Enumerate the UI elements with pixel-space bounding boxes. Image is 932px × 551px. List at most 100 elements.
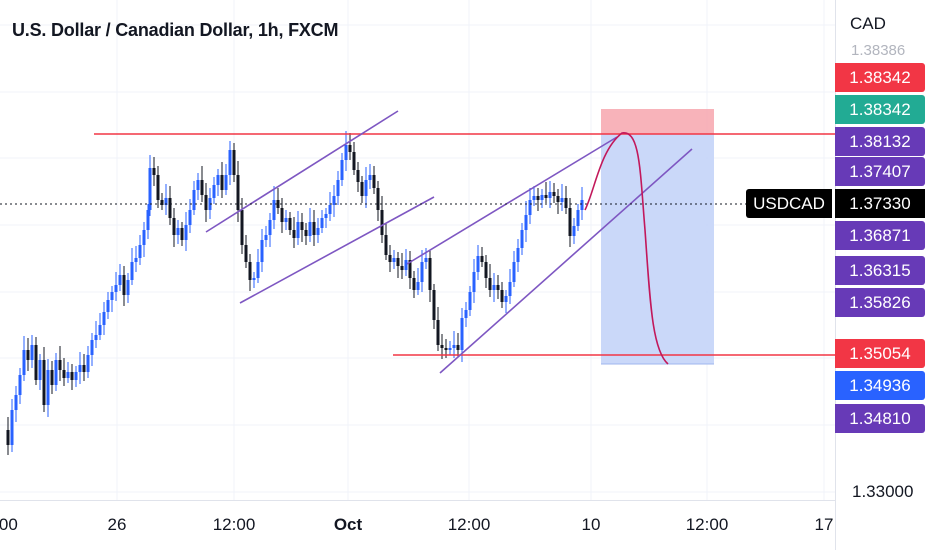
price-badge-entry: 1.38342 [835, 95, 925, 124]
candle-body [544, 195, 548, 198]
candle-body [400, 266, 404, 270]
candle-body [340, 160, 344, 180]
candle-body [292, 230, 296, 238]
symbol-badge: USDCAD [746, 189, 832, 218]
candle-body [420, 262, 424, 282]
candle-body [540, 195, 544, 200]
candle-body [146, 210, 150, 230]
candle-body [424, 258, 428, 262]
candle-body [528, 200, 532, 215]
candle-body [130, 262, 134, 280]
candle-body [516, 248, 520, 262]
candle-body [468, 292, 472, 310]
candle-body [196, 180, 200, 190]
candle-body [428, 258, 432, 290]
candle-body [62, 370, 66, 378]
candle-body [122, 275, 126, 295]
candle-body [22, 350, 26, 375]
candle-body [564, 198, 568, 208]
candle-body [216, 175, 220, 185]
price-tick-bottom: 1.33000 [852, 482, 914, 501]
candle-body [320, 218, 324, 228]
candle-body [204, 195, 208, 210]
candle-body [74, 372, 78, 380]
candle-body [26, 350, 30, 360]
candle-body [200, 180, 204, 195]
candle-body [504, 296, 508, 302]
candle-body [152, 168, 156, 175]
time-label: 26 [107, 515, 127, 534]
price-chart[interactable] [0, 0, 835, 500]
candle-body [436, 320, 440, 345]
chart-title: U.S. Dollar / Canadian Dollar, 1h, FXCM [12, 20, 339, 40]
price-badge-resistance: 1.38132 [835, 127, 925, 156]
candle-body [106, 300, 110, 312]
candle-body [508, 282, 512, 296]
price-badge-channel-upper: 1.37407 [835, 157, 925, 186]
candle-body [256, 262, 260, 278]
candle-body [142, 230, 146, 245]
candle-body [580, 200, 584, 210]
currency-label[interactable]: CAD [850, 14, 886, 33]
candle-body [460, 318, 464, 350]
time-label: 17 [814, 515, 834, 534]
candle-body [114, 285, 118, 292]
candle-body [252, 278, 256, 280]
channel-line-1-upper [205, 110, 399, 233]
candle-body [472, 272, 476, 292]
candle-body [440, 345, 444, 348]
candle-body [536, 196, 540, 200]
candle-body [6, 430, 10, 445]
candle-body [14, 395, 18, 410]
position-zones[interactable] [601, 109, 714, 365]
candle-body [260, 240, 264, 262]
candle-body [300, 222, 304, 230]
candle-body [78, 365, 82, 372]
candle-body [412, 278, 416, 290]
candle-body [224, 175, 228, 190]
candlesticks [6, 131, 584, 455]
candle-body [172, 218, 176, 235]
candle-body [86, 355, 90, 372]
candle-body [524, 215, 528, 230]
candle-body [376, 188, 380, 210]
candle-body [180, 228, 184, 240]
candle-body [90, 340, 94, 355]
candle-body [42, 360, 46, 405]
time-axis[interactable] [0, 500, 835, 551]
candle-body [220, 175, 224, 190]
price-badge-low: 1.34810 [835, 404, 925, 433]
candle-body [118, 275, 122, 285]
candle-body [244, 245, 248, 262]
candle-body [396, 258, 400, 266]
candle-body [18, 375, 22, 395]
candle-body [184, 225, 188, 240]
candle-body [416, 282, 420, 290]
candle-body [50, 370, 54, 385]
time-label: :00 [0, 515, 18, 534]
candle-body [556, 196, 560, 202]
price-badge-channel-mid: 1.36871 [835, 221, 925, 250]
chart-area[interactable]: U.S. Dollar / Canadian Dollar, 1h, FXCM [0, 0, 835, 500]
drawing-tools[interactable] [0, 110, 835, 374]
candle-body [408, 260, 412, 278]
candle-body [38, 360, 42, 380]
price-tick-top: 1.38386 [851, 42, 906, 59]
candle-body [10, 410, 14, 445]
candle-body [66, 372, 70, 378]
channel-line-1-lower [239, 196, 435, 304]
candle-body [532, 196, 536, 200]
candle-body [308, 222, 312, 236]
candle-body [432, 290, 436, 320]
candle-body [176, 228, 180, 235]
candle-body [312, 222, 316, 235]
candle-body [384, 235, 388, 255]
candle-body [134, 258, 138, 262]
candle-body [268, 220, 272, 235]
candle-body [232, 150, 236, 175]
candle-body [164, 198, 168, 205]
candle-body [332, 196, 336, 205]
candle-body [168, 198, 172, 218]
candle-body [364, 180, 368, 196]
price-badge-stop: 1.38342 [835, 63, 925, 92]
